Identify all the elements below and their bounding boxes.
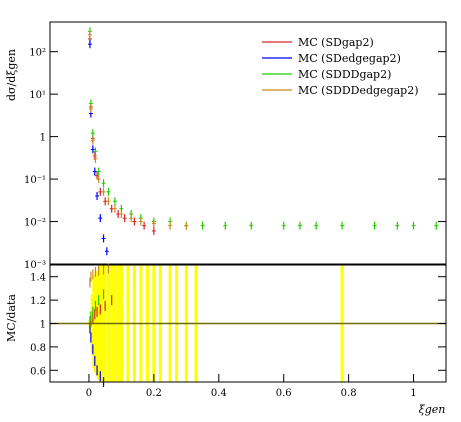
- lower-panel: 0.6 0.8 1 1.2 1.4 0 0.2 0.4 0.6 0.8 1 MC/data ξge…: [5, 263, 447, 416]
- upper-ytick-label: 10²: [29, 48, 46, 59]
- lower-ytick-label: 1.2: [30, 296, 46, 307]
- upper-panel: 10⁻³ 10⁻² 10⁻¹ 1 10¹ 10² dσ/dξgen MC (SDgap2)…: [5, 21, 447, 271]
- upper-ytick-label: 1: [40, 133, 46, 144]
- legend-label: MC (SDgap2): [298, 36, 374, 49]
- upper-ytick-label: 10⁻²: [24, 218, 46, 229]
- upper-ytick-label: 10⁻¹: [24, 175, 46, 186]
- upper-frame: [49, 21, 447, 265]
- upper-ytick-label: 10¹: [29, 90, 46, 101]
- upper-ytick-label: 10⁻³: [24, 260, 46, 271]
- xtick-label: 0.6: [276, 388, 292, 399]
- lower-ytick-label: 0.8: [30, 343, 46, 354]
- legend-label: MC (SDDDgap2): [298, 68, 391, 81]
- lower-ytick-label: 0.6: [30, 366, 46, 377]
- xtick-label: 1: [410, 388, 416, 399]
- lower-ytick-label: 1: [40, 320, 46, 331]
- xtick-label: 0: [86, 388, 92, 399]
- xtick-label: 0.8: [341, 388, 357, 399]
- xlabel: ξgen: [419, 403, 446, 416]
- lower-ylabel: MC/data: [5, 294, 18, 342]
- upper-ylabel: dσ/dξgen: [5, 49, 18, 101]
- lower-ytick-label: 1.4: [30, 273, 46, 284]
- xtick-label: 0.4: [211, 388, 227, 399]
- legend-label: MC (SDDDedgegap2): [298, 84, 419, 97]
- legend-label: MC (SDedgegap2): [298, 52, 401, 65]
- xtick-label: 0.2: [146, 388, 162, 399]
- legend: MC (SDgap2) MC (SDedgegap2) MC (SDDDgap2) M…: [262, 36, 419, 97]
